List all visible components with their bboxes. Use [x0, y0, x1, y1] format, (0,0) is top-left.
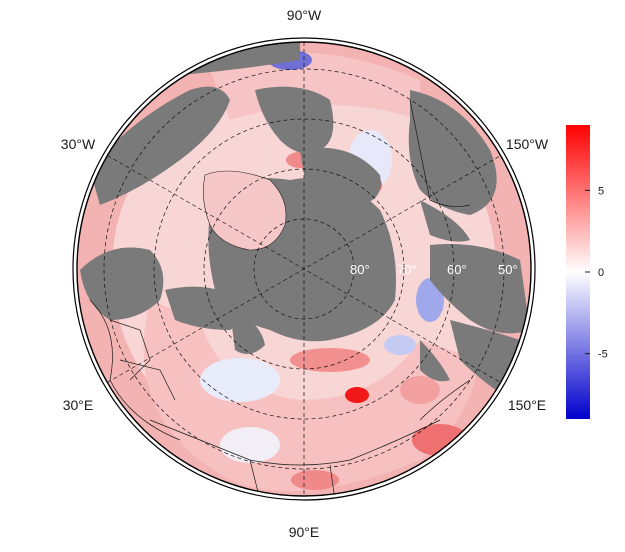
- colorbar-tick-label: 0: [598, 267, 604, 279]
- graticule: [103, 42, 505, 496]
- map-frame-outer: [72, 37, 536, 501]
- country-borders: [89, 99, 471, 496]
- lon-label-30w: 30°W: [61, 136, 96, 152]
- colorbar-tick-label: 5: [598, 185, 604, 197]
- lon-label-150w: 150°W: [506, 136, 549, 152]
- lon-label-90e: 90°E: [289, 524, 320, 540]
- greenland: [203, 170, 287, 251]
- lat-label-70: 70°: [397, 262, 417, 277]
- lon-label-30e: 30°E: [63, 397, 94, 413]
- lon-label-150e: 150°E: [508, 397, 546, 413]
- colorbar: 5 0 -5: [566, 125, 608, 419]
- lat-label-50: 50°: [498, 262, 518, 277]
- lon-label-90w: 90°W: [287, 7, 322, 23]
- lat-label-80: 80°: [350, 262, 370, 277]
- lat-label-60: 60°: [447, 262, 467, 277]
- map-frame: [76, 41, 532, 497]
- colorbar-tick-label: -5: [598, 349, 608, 361]
